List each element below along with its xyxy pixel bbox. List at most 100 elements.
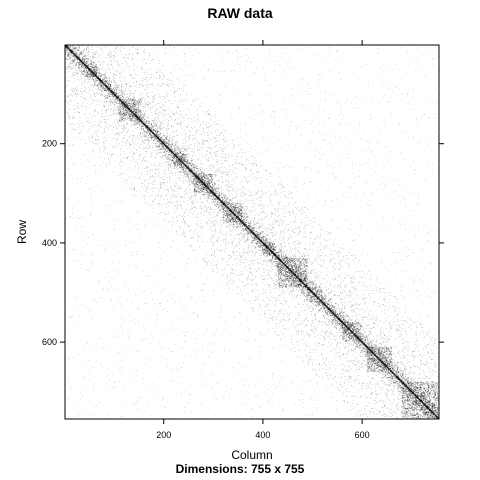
matrix-cell [162,147,163,148]
matrix-cell [168,152,169,153]
matrix-cell [151,126,152,127]
matrix-cell [75,60,76,61]
matrix-cell [101,76,102,77]
matrix-cell [259,236,260,237]
matrix-cell [279,249,280,250]
matrix-cell [155,128,156,129]
matrix-cell [104,78,105,79]
matrix-cell [157,141,158,142]
matrix-cell [131,123,132,124]
matrix-cell [143,128,144,129]
matrix-cell [157,132,158,133]
matrix-cell [81,70,82,71]
matrix-cell [255,224,256,225]
matrix-cell [191,175,192,176]
matrix-cell [229,212,230,213]
matrix-cell [309,280,310,281]
matrix-cell [281,256,282,257]
matrix-cell [192,183,193,184]
matrix-cell [284,259,285,260]
matrix-cell [253,238,254,239]
matrix-cell [182,169,183,170]
matrix-cell [237,223,238,224]
matrix-cell [115,100,116,101]
matrix-cell [211,197,212,198]
matrix-cell [224,208,225,209]
matrix-cell [110,101,111,102]
matrix-cell [143,111,144,112]
matrix-cell [142,128,143,129]
matrix-cell [246,220,247,221]
matrix-cell [144,114,145,115]
matrix-cell [115,82,116,83]
matrix-cell [242,229,243,230]
matrix-cell [249,240,250,241]
matrix-cell [216,206,217,207]
matrix-cell [153,130,154,131]
matrix-cell [109,86,110,87]
matrix-cell [74,51,75,52]
matrix-cell [150,127,151,128]
matrix-cell [119,90,120,91]
matrix-cell [193,171,194,172]
matrix-cell [122,91,123,92]
matrix-cell [186,177,187,178]
matrix-cell [229,206,230,207]
matrix-cells [65,45,440,420]
matrix-cell [72,55,73,56]
matrix-cell [222,199,223,200]
matrix-cell [163,135,164,136]
matrix-cell [203,172,204,173]
matrix-cell [111,102,112,103]
matrix-cell [220,205,221,206]
matrix-cell [217,191,218,192]
matrix-cell [101,74,102,75]
matrix-cell [144,134,145,135]
matrix-cell [188,173,189,174]
matrix-cell [178,148,179,149]
matrix-cell [200,170,201,171]
matrix-cell [233,224,234,225]
matrix-cell [122,95,123,96]
matrix-cell [200,187,201,188]
matrix-cell [113,99,114,100]
matrix-cell [229,199,230,200]
matrix-cell [93,80,94,81]
matrix-cell [266,239,267,240]
matrix-cell [72,47,73,48]
matrix-cell [194,170,195,171]
matrix-cell [277,252,278,253]
matrix-cell [121,89,122,90]
matrix-cell [159,149,160,150]
matrix-cell [105,82,106,83]
matrix-cell [272,257,273,258]
matrix-cell [85,56,86,57]
matrix-cell [121,90,122,91]
matrix-cell [175,145,176,146]
matrix-cell [239,227,240,228]
matrix-cell [111,82,112,83]
matrix-cell [190,167,191,168]
matrix-cell [243,220,244,221]
matrix-cell [185,171,186,172]
matrix-cell [95,85,96,86]
matrix-cell [146,131,147,132]
matrix-cell [190,174,191,175]
matrix-cell [71,54,72,55]
matrix-cell [93,71,94,72]
matrix-cell [106,78,107,79]
matrix-cell [145,134,146,135]
matrix-cell [154,124,155,125]
matrix-cell [87,59,88,60]
matrix-cell [192,165,193,166]
matrix-cell [170,157,171,158]
matrix-cell [278,252,279,253]
matrix-cell [252,237,253,238]
matrix-cell [210,193,211,194]
matrix-cell [207,198,208,199]
matrix-cell [269,259,270,260]
matrix-cell [285,258,286,259]
matrix-cell [102,95,103,96]
matrix-cell [76,65,77,66]
matrix-cell [276,261,277,262]
